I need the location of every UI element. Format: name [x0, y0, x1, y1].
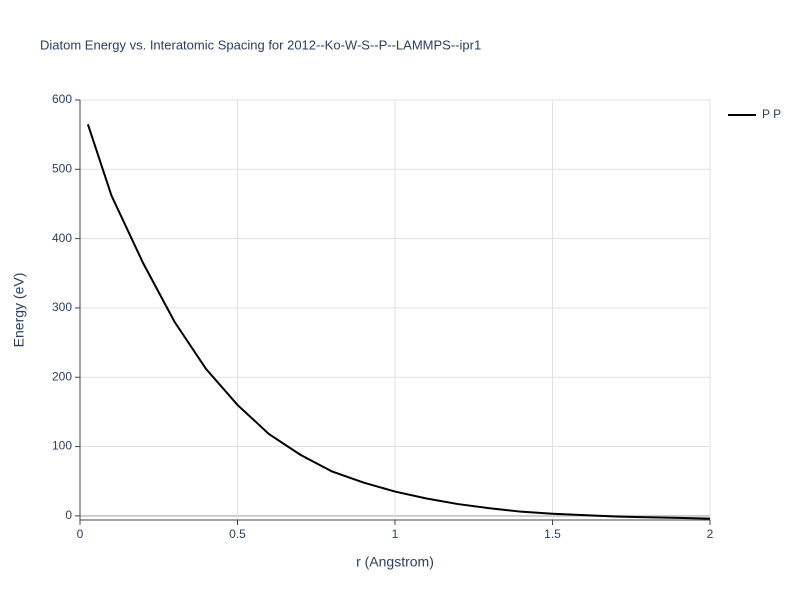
legend-label: P P: [762, 107, 781, 121]
x-tick-label: 1: [392, 527, 399, 541]
y-tick-label: 500: [52, 161, 72, 175]
x-tick-label: 0.5: [229, 527, 246, 541]
y-axis-title: Energy (eV): [11, 273, 27, 348]
y-tick-label: 0: [65, 508, 72, 522]
line-series: [86, 123, 711, 520]
x-axis-title: r (Angstrom): [356, 554, 434, 570]
x-tick-label: 0: [77, 527, 84, 541]
y-tick-label: 600: [52, 92, 72, 106]
x-tick-label: 2: [707, 527, 714, 541]
y-tick-label: 300: [52, 300, 72, 314]
y-tick-label: 200: [52, 369, 72, 383]
x-tick-label: 1.5: [544, 527, 561, 541]
chart-title: Diatom Energy vs. Interatomic Spacing fo…: [40, 37, 481, 52]
y-tick-label: 100: [52, 439, 72, 453]
y-tick-label: 400: [52, 231, 72, 245]
